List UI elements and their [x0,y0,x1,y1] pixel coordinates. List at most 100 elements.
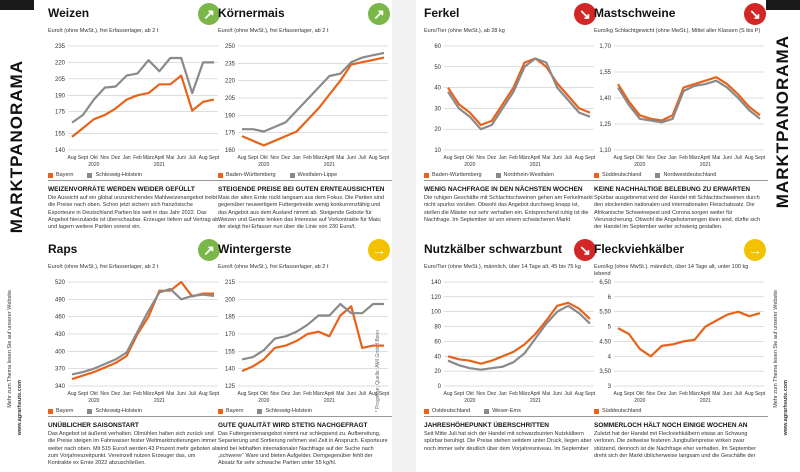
year-label: 2020 [464,398,475,404]
x-tick-label: Aug [745,155,754,161]
x-tick-label: März [143,391,155,397]
sidebar-url[interactable]: www.agrarheute.com [17,380,23,436]
x-tick-label: Aug [444,155,453,161]
divider [594,416,768,417]
sidebar-website-note: Mehr zum Thema lesen Sie auf unserer Web… [7,290,13,408]
y-tick-label: 60 [434,339,441,345]
sidebar-website-note: Mehr zum Thema lesen Sie auf unserer Web… [773,290,779,408]
y-tick-label: 5,50 [599,310,611,316]
sidebar-title: MARKTPANORAMA [773,35,792,209]
legend-item: Schleswig-Holstein [87,172,142,178]
x-tick-label: Sept [78,155,89,161]
x-tick-label: Nov [476,391,485,397]
market-panel-2: Ferkel ↘ Euro/Tier (ohne MwSt.), ab 28 kg 1… [424,2,598,238]
x-tick-label: Sept [585,391,596,397]
x-tick-label: Jan [669,155,677,161]
legend-item: Nordwestdeutschland [655,172,716,178]
panel-title: Körnermais [218,6,285,20]
legend-label: Ostdeutschland [432,408,471,414]
x-tick-label: April [324,391,334,397]
y-tick-label: 200 [225,297,236,303]
y-tick-label: 400 [55,349,66,355]
legend-item: Schleswig-Holstein [87,408,142,414]
article-body: Das Futtergerstenangebot nimmt nur schle… [218,431,388,467]
x-tick-label: Feb [679,155,688,161]
divider [218,416,392,417]
chart-legend: Ostdeutschland Weser-Ems [424,408,521,414]
x-tick-label: April [154,391,164,397]
x-tick-label: Feb [509,155,518,161]
legend-swatch [424,408,429,414]
y-tick-label: 20 [434,127,441,133]
legend-swatch [484,408,490,414]
y-tick-label: 175 [225,131,236,137]
legend-label: Schleswig-Holstein [95,172,142,178]
y-tick-label: 140 [225,367,236,373]
series-line-süddeutschland [617,76,761,122]
legend-label: Nordrhein-Westfalen [503,172,554,178]
divider [424,180,598,181]
x-tick-label: Mai [336,155,344,161]
x-tick-label: Aug [369,155,378,161]
x-tick-label: Dez [111,155,120,161]
article-headline: GUTE QUALITÄT WIRD STETIG NACHGEFRAGT [218,422,368,429]
x-tick-label: Aug [369,391,378,397]
y-tick-label: 10 [434,148,441,154]
trend-badge: ↗ [198,239,220,261]
x-tick-label: Feb [133,391,142,397]
x-tick-label: Aug [238,155,247,161]
panel-unit-note: Euro/kg (ohne MwSt.), männlich, über 14 … [594,264,749,277]
y-tick-label: 1,25 [599,122,611,128]
year-label: 2021 [530,162,541,168]
legend-item: Süddeutschland [594,408,641,414]
x-tick-label: Sept [209,155,220,161]
year-label: 2020 [258,398,269,404]
legend-label: Schleswig-Holstein [95,408,142,414]
x-tick-label: Juni [177,391,186,397]
year-label: 2021 [154,162,165,168]
x-tick-label: März [313,155,325,161]
year-label: 2021 [324,398,335,404]
chart-legend: Baden-Württemberg Westfalen-Lippe [218,172,337,178]
arrow-down-right-icon: ↘ [579,6,591,22]
x-tick-label: Dez [281,391,290,397]
x-tick-label: Aug [444,391,453,397]
x-tick-label: Aug [68,391,77,397]
x-tick-label: Juli [358,155,366,161]
y-tick-label: 520 [55,280,66,286]
x-tick-label: Feb [303,391,312,397]
x-tick-label: Juni [723,155,732,161]
article-headline: SOMMERLOCH HÄLT NOCH EINIGE WOCHEN AN [594,422,748,429]
chart-legend: Bayern Schleswig-Holstein [48,408,142,414]
x-tick-label: Aug [614,391,623,397]
x-tick-label: Jan [499,391,507,397]
x-tick-label: Okt [466,391,474,397]
y-tick-label: 1,55 [599,70,611,76]
y-tick-label: 220 [225,79,236,85]
arrow-up-right-icon: ↗ [373,6,385,22]
legend-item: Schleswig-Holstein [257,408,312,414]
y-tick-label: 460 [55,315,66,321]
y-tick-label: 155 [55,132,66,138]
x-tick-label: Juni [177,155,186,161]
sidebar-url[interactable]: www.agrarheute.com [783,380,789,436]
series-line-bayern [71,74,215,138]
legend-label: Bayern [226,408,244,414]
year-label: 2021 [324,162,335,168]
x-tick-label: Nov [270,155,279,161]
x-tick-label: Jan [123,155,131,161]
x-tick-label: Aug [68,155,77,161]
series-line-baden-württemberg [447,57,591,127]
divider [424,416,598,417]
y-tick-label: 205 [225,96,236,102]
x-tick-label: Sept [624,391,635,397]
x-tick-label: Sept [624,155,635,161]
y-tick-label: 4,50 [599,339,611,345]
x-tick-label: Sept [454,391,465,397]
panel-title: Nutzkälber schwarzbunt [424,242,563,256]
y-tick-label: 490 [55,297,66,303]
legend-swatch [257,408,263,414]
chart-legend: Baden-Württemberg Nordrhein-Westfalen [424,172,554,178]
x-tick-label: Sept [755,155,766,161]
